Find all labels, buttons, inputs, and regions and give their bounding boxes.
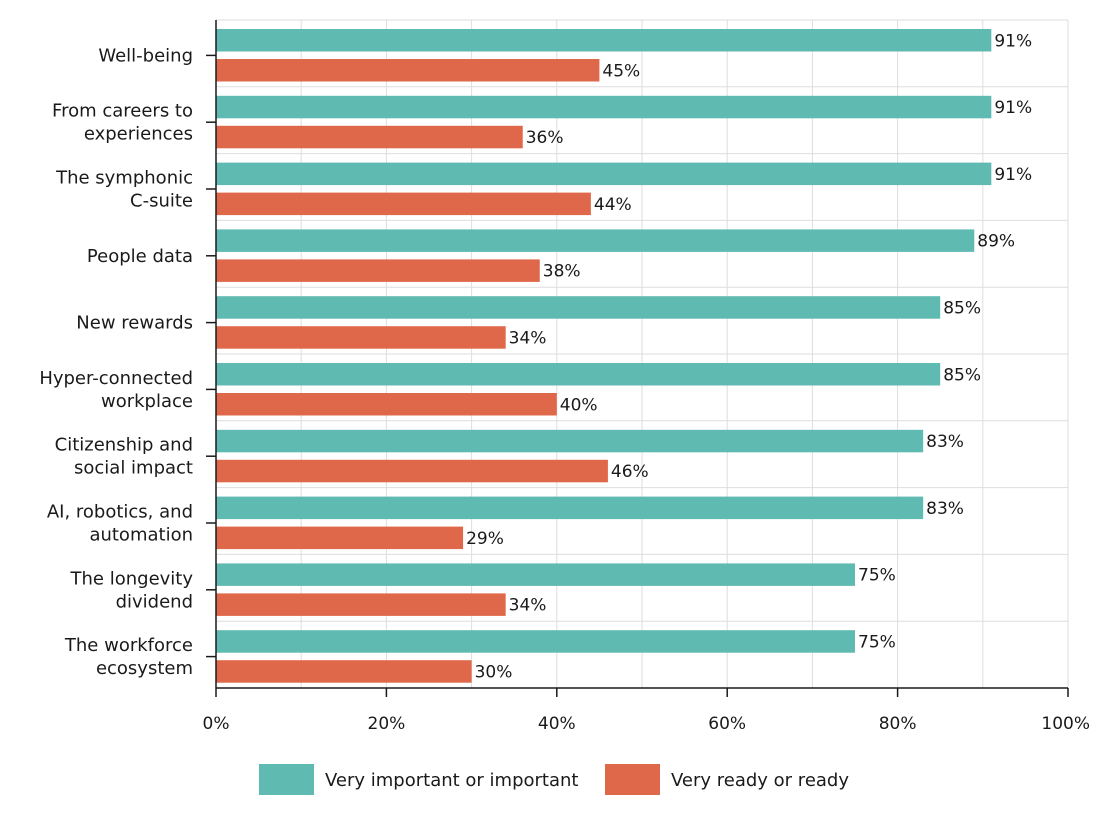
bar-important xyxy=(216,162,992,186)
bar-ready xyxy=(216,192,591,216)
data-label: 40% xyxy=(560,395,598,415)
data-label: 75% xyxy=(858,632,896,652)
data-label: 46% xyxy=(611,462,649,482)
bar-ready xyxy=(216,259,540,282)
grid-lines xyxy=(216,19,1069,688)
data-label: 85% xyxy=(943,365,981,385)
data-label: 85% xyxy=(943,298,981,318)
bar-important xyxy=(216,496,924,520)
legend-label-ready: Very ready or ready xyxy=(671,770,849,791)
data-label: 91% xyxy=(994,31,1032,51)
data-label: 34% xyxy=(509,328,547,348)
x-tick-label: 100% xyxy=(1041,714,1090,734)
category-label: Citizenship and social impact xyxy=(55,435,193,479)
bar-important xyxy=(216,429,924,453)
data-label: 29% xyxy=(466,529,504,549)
bar-ready xyxy=(216,59,600,82)
legend-swatch-important xyxy=(259,764,314,795)
bar-important xyxy=(216,29,992,52)
bar-important xyxy=(216,630,855,653)
bar-important xyxy=(216,229,975,252)
bar-important xyxy=(216,363,941,386)
x-tick-label: 40% xyxy=(538,714,576,734)
category-label: The symphonic C-suite xyxy=(55,168,193,212)
category-label: Hyper-connected workplace xyxy=(39,368,193,412)
data-label: 75% xyxy=(858,566,896,586)
category-label: People data xyxy=(87,246,193,267)
bar-ready xyxy=(216,526,464,550)
bars-group xyxy=(216,29,992,683)
bar-important xyxy=(216,95,992,119)
bar-ready xyxy=(216,593,506,616)
data-label: 34% xyxy=(509,596,547,616)
bar-ready xyxy=(216,660,472,683)
bar-important xyxy=(216,563,855,586)
data-label: 45% xyxy=(602,61,640,81)
data-label: 83% xyxy=(926,432,964,452)
category-label: The longevity dividend xyxy=(70,568,194,612)
category-label: From careers to experiences xyxy=(52,101,193,145)
category-label: The workforce ecosystem xyxy=(64,635,193,679)
bar-ready xyxy=(216,459,608,483)
bar-ready xyxy=(216,125,523,149)
x-tick-label: 0% xyxy=(203,714,230,734)
legend-label-important: Very important or important xyxy=(325,770,578,791)
axes-group xyxy=(206,20,1069,697)
x-tick-label: 60% xyxy=(708,714,746,734)
x-tick-label: 20% xyxy=(368,714,406,734)
data-label: 83% xyxy=(926,499,964,519)
category-label: New rewards xyxy=(76,313,193,334)
bar-important xyxy=(216,296,941,319)
category-label: AI, robotics, and automation xyxy=(47,502,193,546)
data-label: 44% xyxy=(594,195,632,215)
x-tick-label: 80% xyxy=(879,714,917,734)
legend-swatch-ready xyxy=(605,764,660,795)
data-label: 30% xyxy=(475,662,513,682)
bar-ready xyxy=(216,326,506,349)
bar-ready xyxy=(216,393,557,416)
legend: Very important or important Very ready or… xyxy=(259,764,849,795)
data-label: 36% xyxy=(526,128,564,148)
data-label: 91% xyxy=(994,165,1032,185)
category-label: Well-being xyxy=(98,45,193,66)
data-label: 89% xyxy=(977,232,1015,252)
labels-group: 91% 45% Well-being 91% 36% From careers to exp… xyxy=(39,31,1090,734)
data-label: 38% xyxy=(543,262,581,282)
data-label: 91% xyxy=(994,98,1032,118)
